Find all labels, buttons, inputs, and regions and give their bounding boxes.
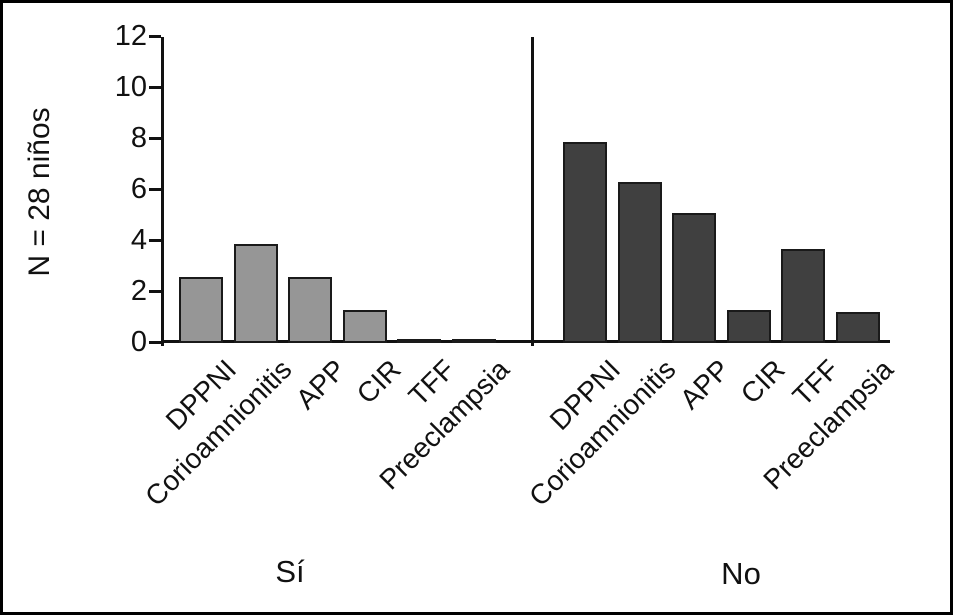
bar-no-dppni xyxy=(563,142,607,343)
bar-sí-app xyxy=(288,277,332,343)
bar-sí-cir xyxy=(343,310,387,343)
y-tick-mark xyxy=(149,239,161,242)
bar-no-corioamnionitis xyxy=(618,182,662,343)
x-axis-line xyxy=(161,340,890,343)
y-tick-mark xyxy=(149,35,161,38)
bar-no-cir xyxy=(727,310,771,343)
bar-sí-preeclampsia xyxy=(452,339,496,343)
group-label-no: No xyxy=(721,556,761,591)
y-tick-mark xyxy=(149,188,161,191)
y-tick-mark xyxy=(149,290,161,293)
bar-no-app xyxy=(672,213,716,343)
bar-no-tff xyxy=(781,249,825,343)
group-label-si: Sí xyxy=(275,554,305,589)
y-axis-line xyxy=(161,37,164,346)
y-tick-mark xyxy=(149,137,161,140)
bar-sí-corioamnionitis xyxy=(234,244,278,343)
y-tick-label: 10 xyxy=(114,71,147,103)
y-tick-label: 8 xyxy=(130,122,147,154)
bar-sí-dppni xyxy=(179,277,223,343)
bar-sí-tff xyxy=(397,339,441,343)
y-tick-mark xyxy=(149,86,161,89)
bar-no-preeclampsia xyxy=(836,312,880,343)
panel-divider-line xyxy=(531,37,534,346)
y-tick-mark xyxy=(149,341,161,344)
y-tick-label: 12 xyxy=(114,20,147,52)
y-tick-label: 2 xyxy=(130,275,147,307)
category-label-app: APP xyxy=(673,353,736,416)
y-tick-label: 0 xyxy=(130,326,147,358)
category-label-cir: CIR xyxy=(350,353,407,410)
y-tick-label: 4 xyxy=(130,224,147,256)
y-tick-label: 6 xyxy=(130,173,147,205)
category-label-cir: CIR xyxy=(734,353,791,410)
category-label-app: APP xyxy=(289,353,352,416)
y-axis-title: N = 28 niños xyxy=(23,107,56,277)
